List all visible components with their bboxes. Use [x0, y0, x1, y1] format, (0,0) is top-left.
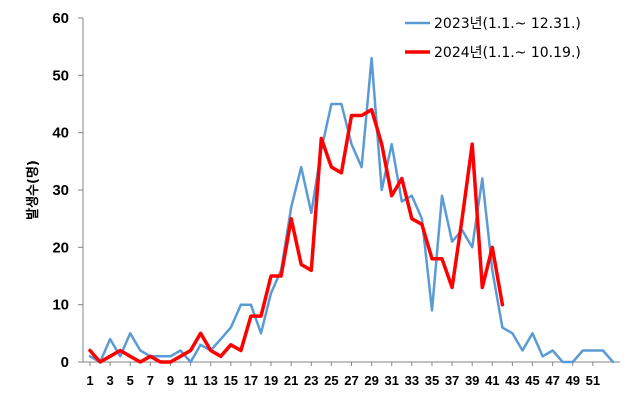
- legend-label-2024: 2024년(1.1.~ 10.19.): [434, 45, 581, 61]
- y-axis-title: 발생수(명): [25, 160, 41, 220]
- y-axis-label: 발생수(명): [25, 160, 41, 220]
- x-tick-label: 43: [505, 373, 519, 388]
- x-tick-label: 35: [425, 373, 439, 388]
- x-tick-label: 33: [405, 373, 419, 388]
- x-tick-label: 25: [324, 373, 338, 388]
- y-tick-label: 10: [52, 297, 69, 314]
- y-tick-label: 50: [52, 67, 69, 84]
- x-tick-label: 21: [284, 373, 298, 388]
- x-tick-label: 17: [244, 373, 258, 388]
- x-tick-label: 9: [167, 373, 174, 388]
- x-tick-label: 41: [485, 373, 499, 388]
- x-tick-label: 13: [203, 373, 217, 388]
- x-tick-label: 37: [445, 373, 459, 388]
- y-tick-label: 60: [52, 10, 69, 27]
- x-tick-label: 49: [566, 373, 580, 388]
- x-tick-label: 39: [465, 373, 479, 388]
- series-line-2024: [88, 107, 505, 364]
- x-tick-label: 15: [224, 373, 238, 388]
- y-tick-label: 20: [52, 239, 69, 256]
- x-tick-label: 47: [545, 373, 559, 388]
- x-tick-label: 27: [344, 373, 358, 388]
- x-tick-label: 31: [384, 373, 398, 388]
- y-tick-label: 30: [52, 182, 69, 199]
- y-tick-label: 40: [52, 125, 69, 142]
- x-tick-label: 3: [106, 373, 113, 388]
- series-line-2023: [88, 56, 615, 364]
- x-tick-label: 45: [525, 373, 539, 388]
- y-tick-label: 0: [61, 354, 69, 371]
- x-tick-label: 29: [364, 373, 378, 388]
- x-tick-label: 1: [86, 373, 93, 388]
- series-layer: [88, 56, 615, 364]
- legend: 2023년(1.1.~ 12.31.) 2024년(1.1.~ 10.19.): [405, 16, 581, 61]
- x-tick-label: 11: [184, 373, 198, 388]
- x-tick-label: 7: [147, 373, 154, 388]
- legend-label-2023: 2023년(1.1.~ 12.31.): [434, 16, 581, 32]
- x-tick-label: 19: [264, 373, 278, 388]
- x-tick-label: 5: [127, 373, 134, 388]
- x-tick-label: 23: [304, 373, 318, 388]
- x-tick-label: 51: [586, 373, 600, 388]
